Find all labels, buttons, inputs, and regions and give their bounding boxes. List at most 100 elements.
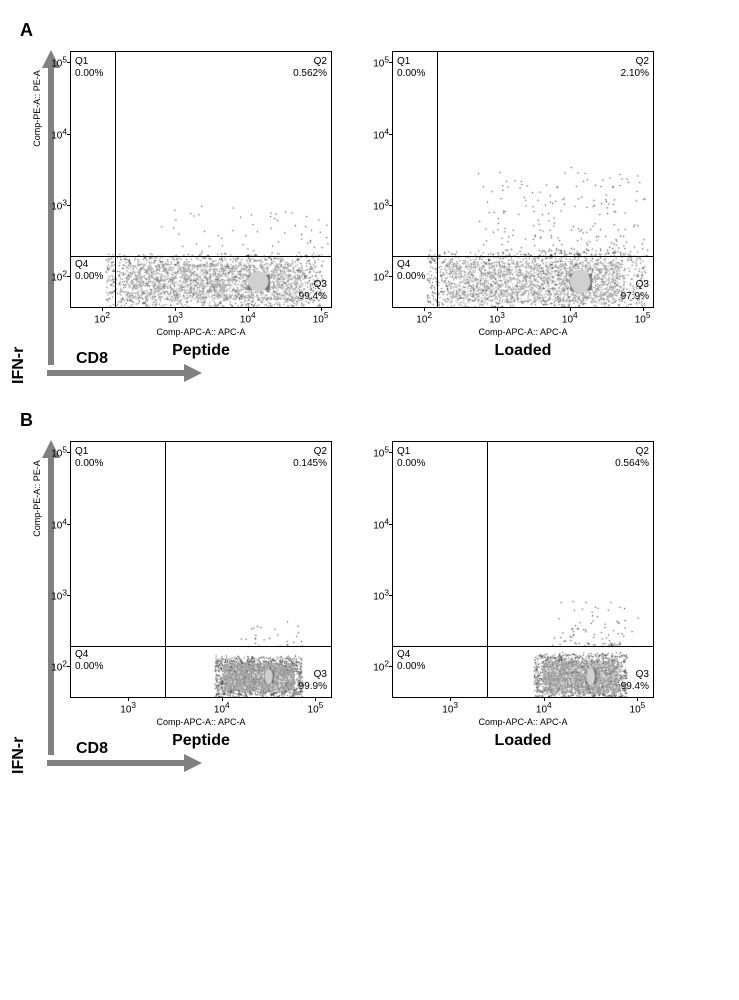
quadrant-name: Q3 xyxy=(621,669,649,681)
y-axis-big-label: IFN-r xyxy=(10,347,28,384)
x-tick-label: 105 xyxy=(630,700,646,715)
y-tick-mark xyxy=(389,276,393,277)
quadrant-value: 0.00% xyxy=(397,661,425,673)
quadrant-name: Q2 xyxy=(621,56,649,68)
y-tick-label: 103 xyxy=(373,587,389,602)
scatter-canvas xyxy=(71,442,331,697)
x-tick-label: 102 xyxy=(416,310,432,325)
x-tick-label: 105 xyxy=(313,310,329,325)
y-tick-mark xyxy=(67,205,71,206)
big-axes: IFN-rCD8 xyxy=(20,440,70,770)
y-tick-label: 103 xyxy=(51,197,67,212)
y-tick-mark xyxy=(389,524,393,525)
y-tick-mark xyxy=(67,452,71,453)
quadrant-value: 99.4% xyxy=(299,291,327,303)
quadrant-label-q1: Q10.00% xyxy=(75,446,103,470)
quadrant-label-q3: Q397.9% xyxy=(621,279,649,303)
y-tick-mark xyxy=(67,276,71,277)
quadrant-label-q4: Q40.00% xyxy=(75,649,103,673)
x-axis-arrow-wrap xyxy=(42,358,202,393)
y-tick-label: 105 xyxy=(51,445,67,460)
quadrant-line-horizontal xyxy=(71,256,331,257)
quadrant-value: 97.9% xyxy=(621,291,649,303)
y-tick-mark xyxy=(389,205,393,206)
quadrant-label-q4: Q40.00% xyxy=(397,259,425,283)
facs-plot: Q10.00%Q20.145%Q399.9%Q40.00%10210310410… xyxy=(70,441,332,698)
plot-group: Q10.00%Q20.145%Q399.9%Q40.00%10210310410… xyxy=(70,441,332,750)
quadrant-name: Q1 xyxy=(75,446,103,458)
plot-group: Q10.00% Q22.10% Q397.9% Q40.00% 102 103 104 105… xyxy=(392,51,654,360)
quadrant-value: 99.4% xyxy=(621,681,649,693)
quadrant-name: Q4 xyxy=(75,259,103,271)
quadrant-line-horizontal xyxy=(71,646,331,647)
y-tick-mark xyxy=(389,452,393,453)
x-axis-big-label: CD8 xyxy=(76,350,108,398)
quadrant-label-q2: Q20.564% xyxy=(615,446,649,470)
y-tick-label: 104 xyxy=(51,126,67,141)
condition-label: Loaded xyxy=(495,732,552,750)
y-tick-label: 103 xyxy=(373,197,389,212)
plot-group: Q10.00%Q20.562%Q399.4%Q40.00%10210310410… xyxy=(70,51,332,360)
y-tick-label: 103 xyxy=(51,587,67,602)
x-tick-label: 104 xyxy=(240,310,256,325)
quadrant-name: Q3 xyxy=(299,279,327,291)
quadrant-label-q4: Q40.00% xyxy=(397,649,425,673)
quadrant-name: Q3 xyxy=(621,279,649,291)
y-tick-mark xyxy=(67,595,71,596)
y-tick-mark xyxy=(389,62,393,63)
x-axis-internal-label: Comp-APC-A:: APC-A xyxy=(478,327,567,337)
x-axis-internal-label: Comp-APC-A:: APC-A xyxy=(156,327,245,337)
condition-label: Loaded xyxy=(495,342,552,360)
quadrant-label-q1: Q10.00% xyxy=(75,56,103,80)
quadrant-name: Q4 xyxy=(397,649,425,661)
y-tick-mark xyxy=(389,666,393,667)
quadrant-name: Q1 xyxy=(75,56,103,68)
y-tick-mark xyxy=(67,666,71,667)
x-tick-label: 103 xyxy=(489,310,505,325)
quadrant-label-q3: Q399.4% xyxy=(621,669,649,693)
quadrant-label-q3: Q399.4% xyxy=(299,279,327,303)
quadrant-value: 0.00% xyxy=(75,661,103,673)
quadrant-name: Q2 xyxy=(615,446,649,458)
panel-a: AIFN-rCD8Q10.00%Q20.562%Q399.4%Q40.00%10… xyxy=(20,20,719,360)
x-tick-label: 105 xyxy=(635,310,651,325)
quadrant-label-q2: Q20.562% xyxy=(293,56,327,80)
quadrant-value: 0.562% xyxy=(293,68,327,80)
quadrant-value: 0.00% xyxy=(75,271,103,283)
quadrant-value: 2.10% xyxy=(621,68,649,80)
plot-row: Q10.00%Q20.145%Q399.9%Q40.00%10210310410… xyxy=(70,441,719,750)
quadrant-line-horizontal xyxy=(393,256,653,257)
quadrant-line-horizontal xyxy=(393,646,653,647)
y-axis-internal-label: Comp-PE-A:: PE-A xyxy=(32,460,42,537)
x-axis-internal-label: Comp-APC-A:: APC-A xyxy=(478,717,567,727)
quadrant-value: 0.00% xyxy=(397,68,425,80)
quadrant-value: 99.9% xyxy=(299,681,327,693)
quadrant-value: 0.145% xyxy=(293,458,327,470)
y-tick-label: 104 xyxy=(373,516,389,531)
y-tick-label: 105 xyxy=(373,445,389,460)
y-axis-big-label: IFN-r xyxy=(10,737,28,774)
panel-b: BIFN-rCD8Q10.00%Q20.145%Q399.9%Q40.00%10… xyxy=(20,410,719,750)
x-axis-arrow xyxy=(42,748,202,778)
y-tick-label: 102 xyxy=(373,269,389,284)
x-tick-label: 104 xyxy=(214,700,230,715)
y-tick-label: 102 xyxy=(51,659,67,674)
y-tick-label: 105 xyxy=(51,55,67,70)
plot-row: Q10.00%Q20.562%Q399.4%Q40.00%10210310410… xyxy=(70,51,719,360)
quadrant-value: 0.564% xyxy=(615,458,649,470)
y-tick-mark xyxy=(389,595,393,596)
x-tick-label: 103 xyxy=(167,310,183,325)
y-tick-label: 104 xyxy=(373,126,389,141)
quadrant-label-q2: Q20.145% xyxy=(293,446,327,470)
y-tick-mark xyxy=(67,62,71,63)
x-tick-label: 104 xyxy=(562,310,578,325)
y-tick-label: 104 xyxy=(51,516,67,531)
quadrant-name: Q4 xyxy=(75,649,103,661)
y-tick-mark xyxy=(67,524,71,525)
x-tick-label: 104 xyxy=(536,700,552,715)
scatter-canvas xyxy=(71,52,331,307)
quadrant-line-vertical xyxy=(487,442,488,697)
quadrant-name: Q1 xyxy=(397,56,425,68)
x-tick-label: 103 xyxy=(442,700,458,715)
x-axis-internal-label: Comp-APC-A:: APC-A xyxy=(156,717,245,727)
